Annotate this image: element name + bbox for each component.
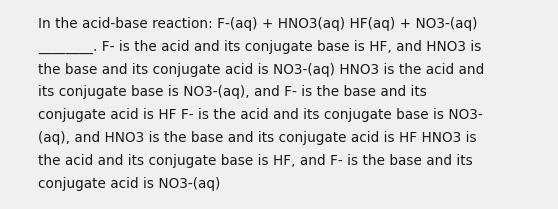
Text: the acid and its conjugate base is HF, and F- is the base and its: the acid and its conjugate base is HF, a… (38, 154, 473, 168)
Text: In the acid-base reaction: F-(aq) + HNO3(aq) HF(aq) + NO3-(aq): In the acid-base reaction: F-(aq) + HNO3… (38, 17, 478, 31)
Text: its conjugate base is NO3-(aq), and F- is the base and its: its conjugate base is NO3-(aq), and F- i… (38, 85, 427, 99)
Text: ________. F- is the acid and its conjugate base is HF, and HNO3 is: ________. F- is the acid and its conjuga… (38, 40, 482, 54)
Text: conjugate acid is HF F- is the acid and its conjugate base is NO3-: conjugate acid is HF F- is the acid and … (38, 108, 483, 122)
Text: (aq), and HNO3 is the base and its conjugate acid is HF HNO3 is: (aq), and HNO3 is the base and its conju… (38, 131, 477, 145)
Text: the base and its conjugate acid is NO3-(aq) HNO3 is the acid and: the base and its conjugate acid is NO3-(… (38, 63, 484, 77)
Text: conjugate acid is NO3-(aq): conjugate acid is NO3-(aq) (38, 177, 220, 191)
